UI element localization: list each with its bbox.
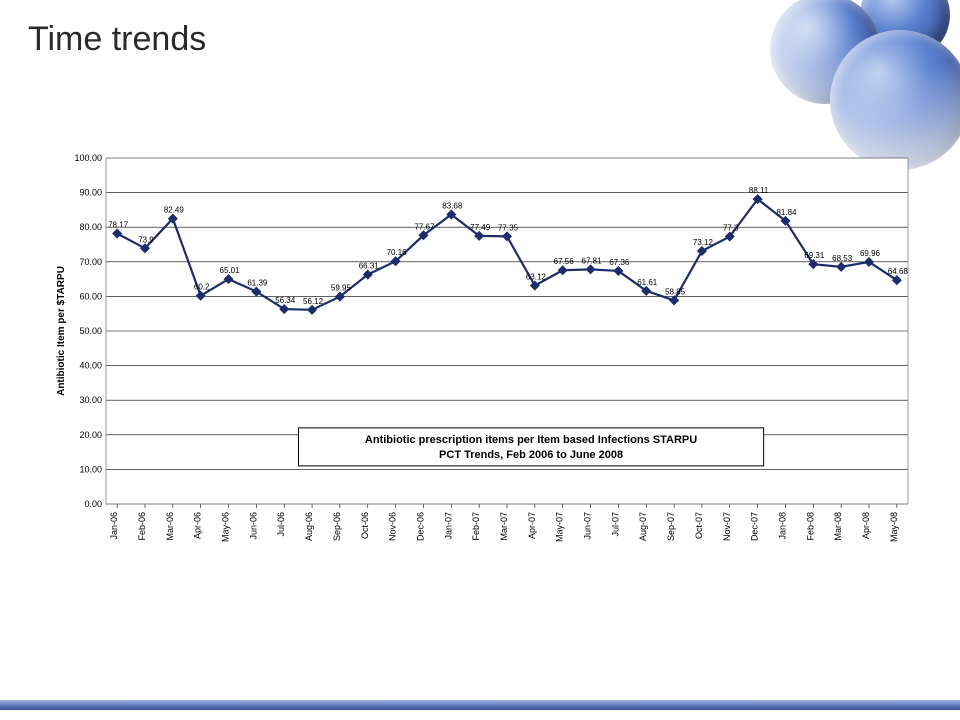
svg-text:Jul-07: Jul-07 [610,512,620,537]
svg-text:50.00: 50.00 [79,326,102,336]
svg-text:56.12: 56.12 [303,297,324,306]
svg-text:Feb-07: Feb-07 [471,512,481,541]
svg-text:Apr-08: Apr-08 [861,512,871,539]
svg-text:73.9: 73.9 [138,235,154,244]
svg-text:63.12: 63.12 [526,273,547,282]
svg-text:Sep-06: Sep-06 [332,512,342,541]
svg-text:83.68: 83.68 [442,201,463,210]
svg-text:73.12: 73.12 [693,238,714,247]
svg-text:Dec-07: Dec-07 [750,512,760,541]
svg-text:Feb-08: Feb-08 [805,512,815,541]
svg-text:Dec-06: Dec-06 [415,512,425,541]
svg-text:90.00: 90.00 [79,188,102,198]
footer-accent-bar [0,700,960,710]
svg-text:Mar-08: Mar-08 [833,512,843,541]
svg-text:Oct-06: Oct-06 [360,512,370,539]
svg-text:59.95: 59.95 [331,284,352,293]
svg-text:77.49: 77.49 [470,223,491,232]
svg-text:70.16: 70.16 [387,248,408,257]
svg-text:67.56: 67.56 [554,257,575,266]
svg-text:Aug-06: Aug-06 [304,512,314,541]
svg-text:Jan-07: Jan-07 [443,512,453,540]
svg-text:0.00: 0.00 [84,499,102,509]
svg-text:Antibiotic prescription items: Antibiotic prescription items per Item b… [365,434,697,446]
chart-svg: 0.00 10.00 20.00 30.00 40.00 50.00 60.00 70.00 8… [50,150,918,570]
svg-text:78.17: 78.17 [108,221,129,230]
svg-text:100.00: 100.00 [74,153,102,163]
svg-text:40.00: 40.00 [79,361,102,371]
svg-text:60.2: 60.2 [194,283,210,292]
svg-text:80.00: 80.00 [79,222,102,232]
svg-text:56.34: 56.34 [275,296,296,305]
svg-text:Mar-06: Mar-06 [165,512,175,541]
svg-text:Jul-06: Jul-06 [276,512,286,537]
svg-text:88.11: 88.11 [749,186,769,195]
svg-text:PCT Trends, Feb 2006 to June 2: PCT Trends, Feb 2006 to June 2008 [439,449,623,461]
svg-text:Jan-06: Jan-06 [109,512,119,540]
svg-text:66.31: 66.31 [359,262,380,271]
svg-text:67.36: 67.36 [609,258,630,267]
time-trends-chart: 0.00 10.00 20.00 30.00 40.00 50.00 60.00 70.00 8… [50,150,918,570]
svg-text:Sep-07: Sep-07 [666,512,676,541]
svg-text:May-06: May-06 [221,512,231,542]
svg-text:20.00: 20.00 [79,430,102,440]
svg-text:Feb-06: Feb-06 [137,512,147,541]
svg-text:77.67: 77.67 [414,222,435,231]
svg-text:69.31: 69.31 [804,251,825,260]
svg-text:Jun-07: Jun-07 [583,512,593,540]
svg-text:68.53: 68.53 [832,254,853,263]
svg-text:70.00: 70.00 [79,257,102,267]
svg-text:58.85: 58.85 [665,287,686,296]
svg-text:67.81: 67.81 [582,256,603,265]
svg-text:69.96: 69.96 [860,249,881,258]
svg-text:61.39: 61.39 [247,279,268,288]
svg-text:64.68: 64.68 [888,267,909,276]
svg-text:82.49: 82.49 [164,206,185,215]
svg-text:65.01: 65.01 [220,266,241,275]
svg-text:May-07: May-07 [555,512,565,542]
svg-text:77.35: 77.35 [498,223,519,232]
svg-text:60.00: 60.00 [79,291,102,301]
svg-text:Mar-07: Mar-07 [499,512,509,541]
svg-text:May-08: May-08 [889,512,899,542]
svg-text:61.61: 61.61 [637,278,658,287]
svg-text:Jun-06: Jun-06 [248,512,258,540]
svg-text:Nov-06: Nov-06 [388,512,398,541]
svg-text:Oct-07: Oct-07 [694,512,704,539]
svg-text:30.00: 30.00 [79,395,102,405]
svg-text:Apr-06: Apr-06 [193,512,203,539]
svg-text:10.00: 10.00 [79,464,102,474]
page-title: Time trends [28,20,206,59]
svg-text:Antibiotic Item per $TARPU: Antibiotic Item per $TARPU [56,266,67,396]
svg-text:77.3: 77.3 [723,224,739,233]
svg-text:Jan-08: Jan-08 [777,512,787,540]
svg-text:81.84: 81.84 [776,208,797,217]
svg-text:Aug-07: Aug-07 [638,512,648,541]
svg-text:Nov-07: Nov-07 [722,512,732,541]
svg-text:Apr-07: Apr-07 [527,512,537,539]
